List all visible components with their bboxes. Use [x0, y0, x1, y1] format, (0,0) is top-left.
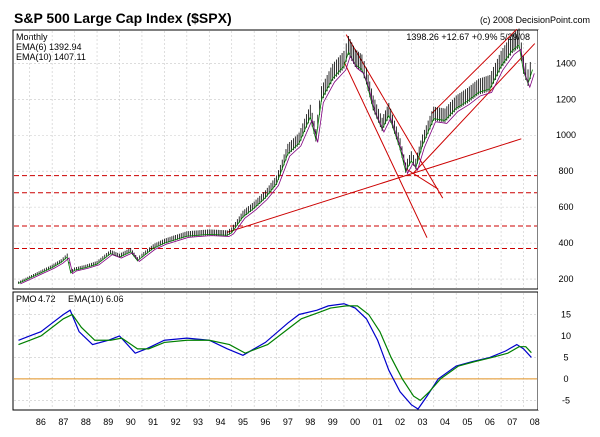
x-tick-label: 04: [440, 417, 450, 427]
x-tick-label: 97: [283, 417, 293, 427]
pmo-y-tick-label: -5: [562, 395, 570, 405]
grid: [14, 31, 537, 409]
trendline: [343, 61, 428, 238]
y-tick-label: 1200: [556, 94, 576, 104]
x-tick-label: 86: [36, 417, 46, 427]
x-tick-label: 91: [148, 417, 158, 427]
pmo-series: [18, 303, 532, 410]
pmo-y-tick-label: 0: [563, 374, 568, 384]
ema6-line: [18, 44, 533, 284]
x-ticks: 86 87 88 89 90 91 92 93 94 95 96 97 98 99 00 01 02 03 04 05…: [36, 417, 540, 427]
legend-ema6: EMA(6) 1392.94: [16, 42, 82, 52]
x-tick-label: 87: [58, 417, 68, 427]
chart-source: (c) 2008 DecisionPoint.com: [480, 15, 590, 25]
pmo-panel-frame: [12, 291, 539, 411]
y-axis-band: [538, 30, 593, 410]
x-tick-label: 98: [305, 417, 315, 427]
x-tick-label: 90: [126, 417, 136, 427]
x-tick-label: 05: [462, 417, 472, 427]
y-tick-label: 400: [558, 238, 573, 248]
pmo-y-tick-label: 10: [561, 331, 571, 341]
x-tick-label: 94: [215, 417, 225, 427]
y-tick-label: 600: [558, 202, 573, 212]
y-tick-label: 800: [558, 166, 573, 176]
x-tick-label: 08: [530, 417, 540, 427]
pmo-legend-value: 4.72: [38, 294, 56, 304]
pmo-legend-label: PMO: [16, 294, 37, 304]
trendline: [413, 43, 536, 174]
support-lines: [14, 175, 537, 249]
price-panel-frame: [12, 29, 539, 290]
x-tick-label: 95: [238, 417, 248, 427]
pmo-y-ticks: -5 0 5 10 15: [561, 309, 571, 405]
pmo-ema10-line: [18, 305, 532, 402]
x-tick-label: 88: [81, 417, 91, 427]
trendline: [227, 138, 522, 233]
x-tick-label: 02: [395, 417, 405, 427]
trendline: [406, 168, 439, 190]
x-tick-label: 92: [171, 417, 181, 427]
legend-ema10: EMA(10) 1407.11: [16, 52, 86, 62]
pmo-line: [18, 303, 532, 410]
pmo-ema-legend-value: 6.06: [106, 294, 124, 304]
chart-period: Monthly: [16, 32, 48, 42]
x-tick-label: 07: [507, 417, 517, 427]
x-tick-label: 06: [485, 417, 495, 427]
chart-title: S&P 500 Large Cap Index ($SPX): [14, 10, 232, 26]
ema10-line: [20, 48, 535, 285]
y-tick-label: 1400: [556, 58, 576, 68]
pmo-ema-legend-label: EMA(10): [68, 294, 104, 304]
x-tick-label: 99: [328, 417, 338, 427]
y-tick-label: 200: [558, 274, 573, 284]
pmo-y-tick-label: 5: [563, 352, 568, 362]
price-series: [18, 28, 535, 285]
x-tick-label: 93: [193, 417, 203, 427]
x-tick-label: 03: [418, 417, 428, 427]
last-quote: 1398.26 +12.67 +0.9% 5/29/08: [406, 32, 530, 42]
y-ticks: 200 400 600 800 1000 1200 1400: [556, 58, 576, 284]
pmo-y-tick-label: 15: [561, 309, 571, 319]
y-tick-label: 1000: [556, 130, 576, 140]
x-tick-label: 01: [373, 417, 383, 427]
x-tick-label: 96: [260, 417, 270, 427]
x-tick-label: 89: [103, 417, 113, 427]
x-tick-label: 00: [350, 417, 360, 427]
trendline: [431, 28, 518, 115]
